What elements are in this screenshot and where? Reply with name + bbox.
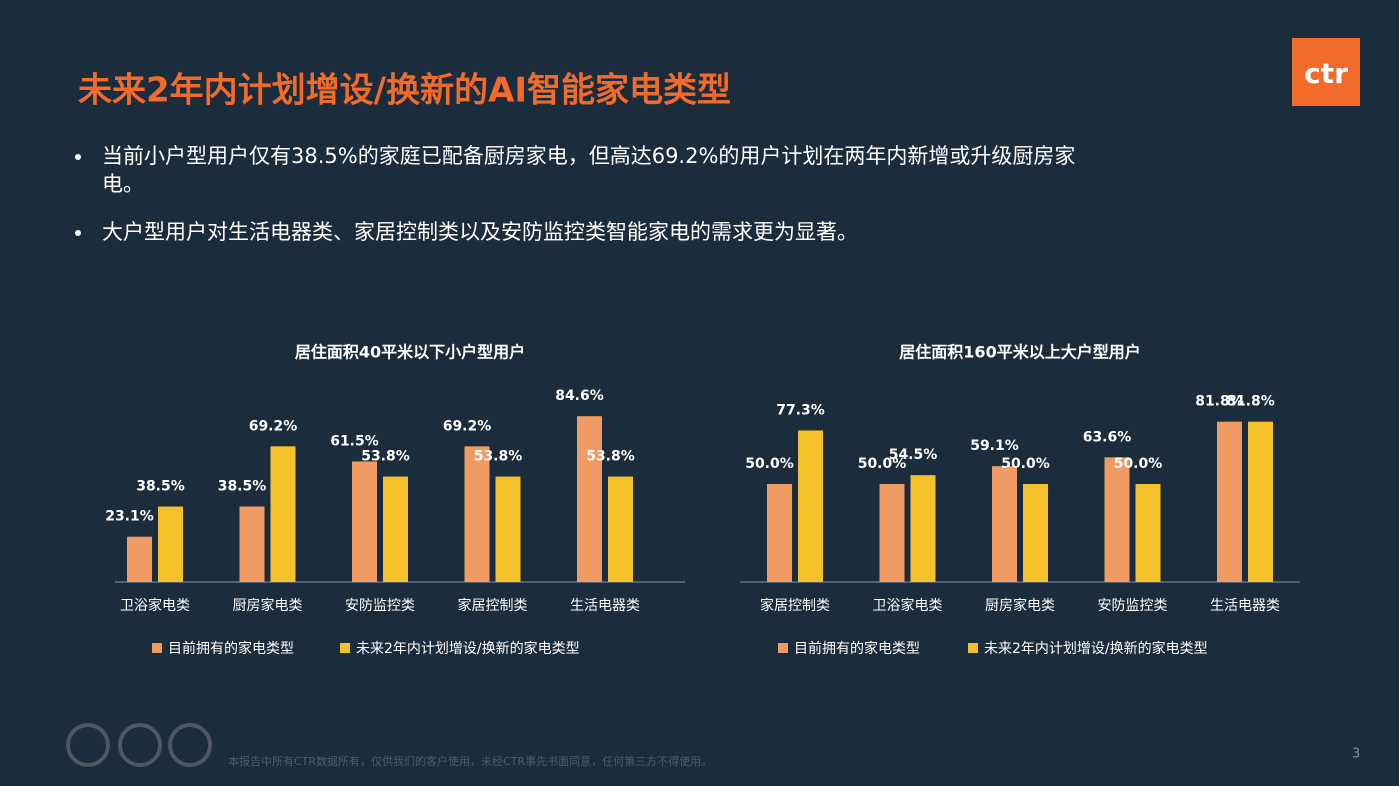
legend-swatch (152, 643, 162, 653)
footer-note: 本报告中所有CTR数据所有，仅供我们的客户使用，未经CTR事先书面同意，任何第三… (228, 754, 712, 768)
legend-swatch (778, 643, 788, 653)
bar (1104, 457, 1130, 582)
x-tick-label: 厨房家电类 (985, 597, 1055, 614)
bar (1217, 421, 1242, 582)
x-tick-label: 生活电器类 (1210, 598, 1280, 614)
bar (1135, 484, 1161, 582)
bar (767, 484, 792, 582)
value-label: 50.0% (1114, 456, 1163, 472)
x-tick-label: 卫浴家电类 (120, 597, 190, 614)
value-label: 63.6% (1083, 429, 1132, 445)
x-tick-label: 安防监控类 (345, 598, 415, 614)
value-label: 38.5% (218, 479, 267, 495)
value-label: 77.3% (776, 402, 825, 418)
legend-label: 未来2年内计划增设/换新的家电类型 (984, 640, 1208, 657)
bar (992, 466, 1017, 582)
bullet-text: 大户型用户对生活电器类、家居控制类以及安防监控类智能家电的需求更为显著。 (102, 220, 858, 244)
bar (879, 484, 905, 582)
bar (1023, 484, 1048, 582)
x-tick-label: 卫浴家电类 (873, 597, 943, 614)
icon (118, 723, 162, 767)
bar (1248, 421, 1273, 582)
bar (383, 476, 408, 582)
legend-swatch (968, 643, 978, 653)
bar (495, 476, 521, 582)
bullet-text: 当前小户型用户仅有38.5%的家庭已配备厨房家电，但高达69.2%的用户计划在两… (102, 144, 1075, 168)
bar (798, 430, 823, 582)
logo-text: ctr (1304, 57, 1348, 90)
value-label: 59.1% (970, 438, 1019, 454)
bullet-dot (75, 154, 81, 160)
icon (168, 723, 212, 767)
value-label: 69.2% (443, 418, 492, 434)
value-label: 81.8% (1226, 394, 1275, 410)
slide-title: 未来2年内计划增设/换新的AI智能家电类型 (78, 71, 731, 111)
legend-swatch (340, 643, 350, 653)
x-tick-label: 厨房家电类 (233, 597, 303, 614)
value-label: 50.0% (858, 456, 907, 472)
value-label: 81.8% (1195, 394, 1244, 410)
icon (66, 723, 110, 767)
legend-label: 未来2年内计划增设/换新的家电类型 (356, 640, 580, 657)
value-label: 84.6% (555, 388, 604, 404)
footer-icons (66, 723, 212, 767)
x-tick-label: 生活电器类 (570, 598, 640, 614)
value-label: 54.5% (889, 447, 938, 463)
value-label: 38.5% (136, 479, 185, 495)
bar (352, 461, 377, 582)
x-tick-label: 安防监控类 (1098, 598, 1168, 614)
value-label: 69.2% (249, 418, 298, 434)
bar (910, 475, 936, 582)
bar (158, 506, 183, 582)
chart-title: 居住面积160平米以上大户型用户 (899, 343, 1140, 362)
legend-label: 目前拥有的家电类型 (168, 640, 294, 657)
value-label: 53.8% (361, 449, 410, 465)
value-label: 61.5% (330, 433, 379, 449)
bullet-text: 电。 (102, 172, 144, 196)
bar (464, 446, 490, 582)
value-label: 53.8% (474, 449, 523, 465)
bar (239, 506, 265, 582)
value-label: 53.8% (586, 449, 635, 465)
chart-title: 居住面积40平米以下小户型用户 (295, 343, 525, 362)
bar (577, 416, 602, 582)
bar (608, 476, 633, 582)
logo-box (1292, 38, 1360, 106)
value-label: 50.0% (745, 456, 794, 472)
x-tick-label: 家居控制类 (760, 597, 830, 614)
value-label: 50.0% (1001, 456, 1050, 472)
page-number: 3 (1352, 747, 1360, 762)
bullet-dot (75, 230, 81, 236)
legend-label: 目前拥有的家电类型 (794, 640, 920, 657)
bar (270, 446, 296, 582)
value-label: 23.1% (105, 509, 154, 525)
x-tick-label: 家居控制类 (458, 597, 528, 614)
bar (127, 536, 152, 582)
